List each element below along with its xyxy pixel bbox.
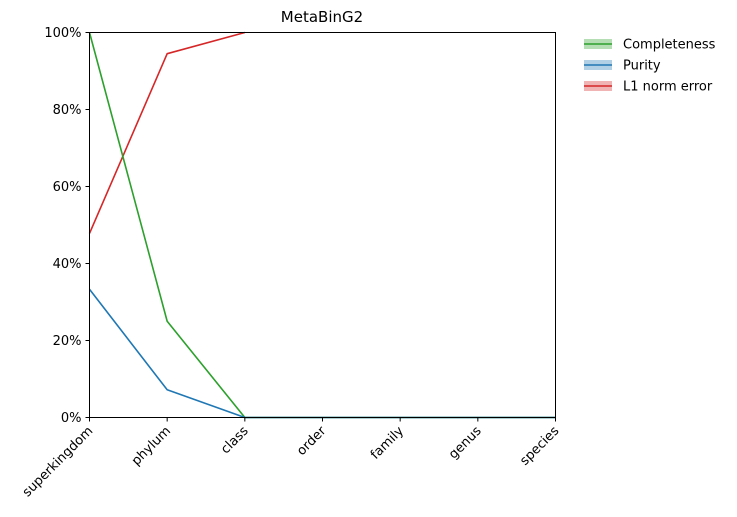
plot-frame bbox=[89, 32, 556, 418]
y-tick-label: 60% bbox=[53, 180, 82, 195]
y-tick-label: 80% bbox=[53, 103, 82, 118]
x-tick-label: genus bbox=[446, 424, 485, 463]
legend-entry: Purity bbox=[584, 59, 661, 74]
series-line-completeness bbox=[88, 32, 556, 419]
legend-entry: L1 norm error bbox=[584, 80, 713, 95]
legend-entry: Completeness bbox=[584, 38, 716, 53]
series-line-l1-norm-error bbox=[88, 31, 246, 234]
legend-label: Purity bbox=[623, 59, 661, 74]
legend-label: L1 norm error bbox=[623, 80, 713, 95]
y-tick-label: 100% bbox=[44, 26, 81, 41]
y-tick-label: 40% bbox=[53, 257, 82, 272]
y-tick-label: 20% bbox=[53, 334, 82, 349]
series-line-purity bbox=[88, 288, 556, 419]
x-tick-label: species bbox=[517, 424, 562, 469]
x-tick-label: superkingdom bbox=[20, 424, 96, 500]
x-tick-label: order bbox=[294, 423, 330, 459]
legend: Completeness Purity L1 norm error bbox=[584, 38, 716, 95]
y-axis: 0% 20% 40% 60% 80% 100% bbox=[44, 26, 90, 426]
x-tick-label: family bbox=[368, 424, 407, 463]
series-layer bbox=[88, 31, 556, 419]
x-axis: superkingdom phylum class order family genus s… bbox=[20, 417, 562, 500]
x-tick-label: class bbox=[218, 424, 252, 458]
legend-label: Completeness bbox=[623, 38, 716, 53]
x-tick-label: phylum bbox=[129, 424, 174, 469]
chart-title: MetaBinG2 bbox=[281, 8, 363, 26]
y-tick-label: 0% bbox=[61, 411, 82, 426]
